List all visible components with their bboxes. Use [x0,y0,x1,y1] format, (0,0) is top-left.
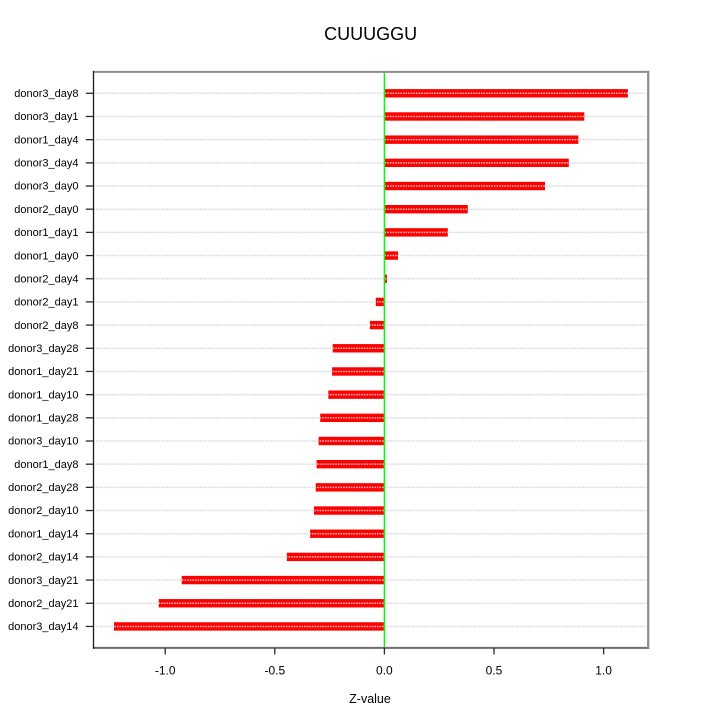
svg-text:donor2_day28: donor2_day28 [8,482,78,494]
svg-text:donor3_day14: donor3_day14 [8,621,78,633]
svg-text:donor1_day21: donor1_day21 [8,366,78,378]
svg-text:donor3_day1: donor3_day1 [14,111,78,123]
svg-text:donor2_day1: donor2_day1 [14,297,78,309]
svg-text:donor1_day28: donor1_day28 [8,413,78,425]
svg-text:donor2_day14: donor2_day14 [8,552,78,564]
svg-text:0.5: 0.5 [486,663,503,677]
svg-text:donor2_day21: donor2_day21 [8,598,78,610]
svg-text:donor3_day28: donor3_day28 [8,343,78,355]
svg-text:donor1_day8: donor1_day8 [14,459,78,471]
svg-text:donor3_day4: donor3_day4 [14,158,78,170]
svg-text:donor3_day0: donor3_day0 [14,181,78,193]
svg-text:donor1_day14: donor1_day14 [8,528,78,540]
svg-text:1.0: 1.0 [595,663,612,677]
svg-text:donor2_day0: donor2_day0 [14,204,78,216]
svg-text:donor3_day21: donor3_day21 [8,575,78,587]
svg-text:donor1_day4: donor1_day4 [14,134,78,146]
svg-text:-1.0: -1.0 [155,663,176,677]
svg-text:donor1_day10: donor1_day10 [8,389,78,401]
svg-text:donor1_day0: donor1_day0 [14,250,78,262]
svg-text:0.0: 0.0 [376,663,393,677]
svg-text:donor3_day10: donor3_day10 [8,436,78,448]
svg-text:Z-value: Z-value [349,692,391,706]
svg-text:donor2_day10: donor2_day10 [8,505,78,517]
svg-text:CUUUGGU: CUUUGGU [324,24,417,44]
svg-text:donor1_day1: donor1_day1 [14,227,78,239]
svg-text:-0.5: -0.5 [264,663,285,677]
svg-text:donor3_day8: donor3_day8 [14,88,78,100]
svg-text:donor2_day4: donor2_day4 [14,273,78,285]
svg-text:donor2_day8: donor2_day8 [14,320,78,332]
